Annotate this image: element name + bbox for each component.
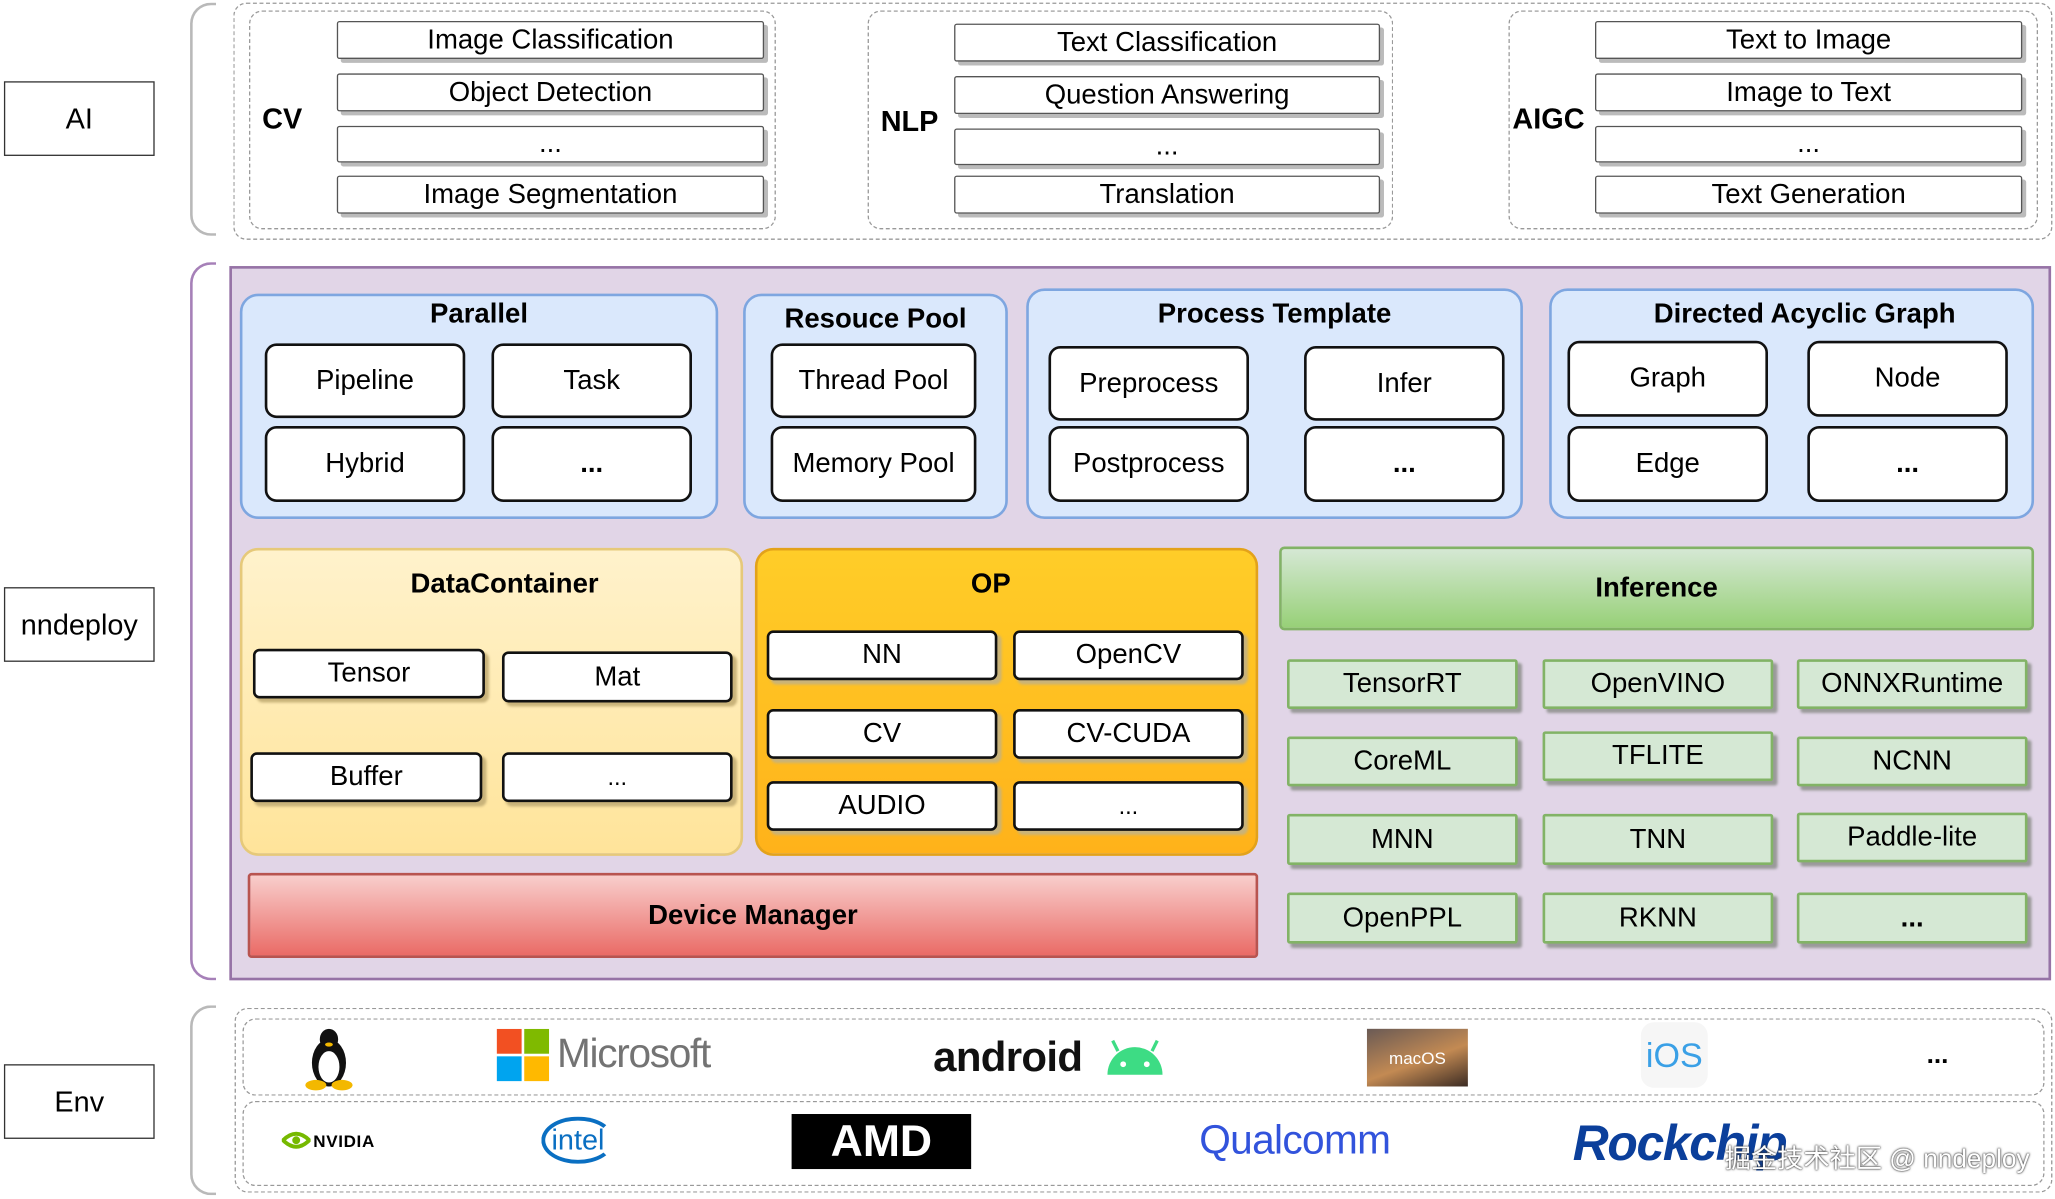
process-template-item: Postprocess [1048, 425, 1250, 502]
inference-title: Inference [1279, 546, 2035, 631]
process-template-item: Preprocess [1048, 345, 1250, 421]
nvidia-eye-icon [281, 1131, 311, 1149]
process-template-item: Infer [1304, 345, 1505, 421]
os-row [242, 1018, 2045, 1096]
amd-logo: AMD [791, 1114, 972, 1170]
resource-pool-item: Thread Pool [770, 343, 977, 419]
ai-item: Image Segmentation [336, 175, 765, 214]
device-manager: Device Manager [247, 872, 1259, 959]
op-item: CV-CUDA [1013, 709, 1244, 759]
parallel-title: Parallel [430, 298, 528, 329]
inference-item: ... [1796, 892, 2028, 944]
ai-item: Translation [954, 175, 1381, 214]
op-item: ... [1013, 781, 1244, 831]
cv-label: CV [262, 102, 303, 135]
data-container-title: DataContainer [410, 568, 599, 599]
resource-pool-item: Memory Pool [770, 425, 977, 502]
data-container-item: Mat [501, 651, 733, 703]
aigc-group [1508, 10, 2038, 230]
dag-item: Edge [1567, 425, 1768, 502]
dag-title: Directed Acyclic Graph [1653, 298, 1956, 329]
cv-group [249, 10, 776, 230]
parallel-item: ... [491, 425, 692, 502]
nlp-label: NLP [880, 104, 939, 138]
brace-nndeploy [190, 262, 217, 981]
parallel-item: Task [491, 343, 692, 419]
macos-logo: macOS [1366, 1028, 1468, 1087]
dag-item: Node [1807, 340, 2008, 417]
ai-item: ... [1595, 125, 2023, 163]
microsoft-logo-text: Microsoft [557, 1030, 711, 1077]
op-title: OP [970, 568, 1011, 599]
inference-item: RKNN [1542, 892, 1774, 944]
layer-label-nndeploy: nndeploy [3, 587, 155, 662]
ios-logo: iOS [1640, 1022, 1708, 1088]
ai-item: Text Classification [954, 23, 1381, 62]
ai-layer [233, 2, 2053, 240]
parallel-item: Pipeline [264, 343, 466, 419]
op-item: OpenCV [1013, 630, 1244, 681]
microsoft-logo-icon [496, 1028, 550, 1082]
inference-item: TNN [1542, 813, 1774, 865]
inference-item: TensorRT [1287, 659, 1518, 710]
inference-item: CoreML [1287, 736, 1518, 787]
layer-label-env: Env [3, 1064, 155, 1139]
data-container-item: Buffer [250, 752, 483, 803]
watermark: 掘金技术社区 @ nndeploy [1724, 1145, 2030, 1175]
dag-item: ... [1807, 425, 2008, 502]
ai-item: Image to Text [1595, 73, 2023, 112]
process-template-title: Process Template [1157, 298, 1392, 329]
inference-item: OpenVINO [1542, 659, 1774, 710]
os-more: ... [1926, 1040, 1949, 1070]
process-template-item: ... [1304, 425, 1505, 502]
ai-item: Text to Image [1595, 20, 2023, 59]
ai-item: Text Generation [1595, 175, 2023, 214]
ai-item: Object Detection [336, 73, 765, 112]
data-container-item: Tensor [252, 648, 485, 699]
op-item: CV [766, 709, 998, 759]
inference-item: ONNXRuntime [1796, 659, 2028, 710]
linux-penguin-icon [305, 1028, 353, 1091]
op-item: NN [766, 630, 998, 681]
brace-env [190, 1005, 217, 1196]
rockchip-logo: Rockchip [1572, 1116, 1788, 1172]
data-container-item: ... [501, 752, 733, 803]
inference-item: TFLITE [1542, 731, 1774, 782]
op-item: AUDIO [766, 781, 998, 831]
nvidia-logo-text: NVIDIA [313, 1131, 375, 1151]
layer-label-ai: AI [3, 81, 155, 156]
inference-item: OpenPPL [1287, 892, 1518, 944]
resource-pool-title: Resouce Pool [784, 304, 967, 335]
brace-ai [190, 2, 217, 236]
parallel-item: Hybrid [264, 425, 466, 502]
inference-item: MNN [1287, 813, 1518, 865]
inference-item: NCNN [1796, 736, 2028, 787]
ai-item: Question Answering [954, 76, 1381, 115]
dag-item: Graph [1567, 340, 1768, 417]
aigc-label: AIGC [1512, 102, 1585, 135]
intel-logo: intel [541, 1116, 615, 1164]
nlp-group [867, 10, 1394, 230]
ai-item: ... [954, 128, 1381, 166]
ai-item: ... [336, 125, 765, 163]
android-robot-icon [1107, 1039, 1163, 1075]
inference-item: Paddle-lite [1796, 812, 2028, 863]
android-logo-text: android [933, 1032, 1083, 1080]
ai-item: Image Classification [336, 20, 765, 59]
qualcomm-logo: Qualcomm [1199, 1116, 1391, 1163]
hardware-row [242, 1100, 2045, 1187]
env-layer [234, 1007, 2053, 1193]
